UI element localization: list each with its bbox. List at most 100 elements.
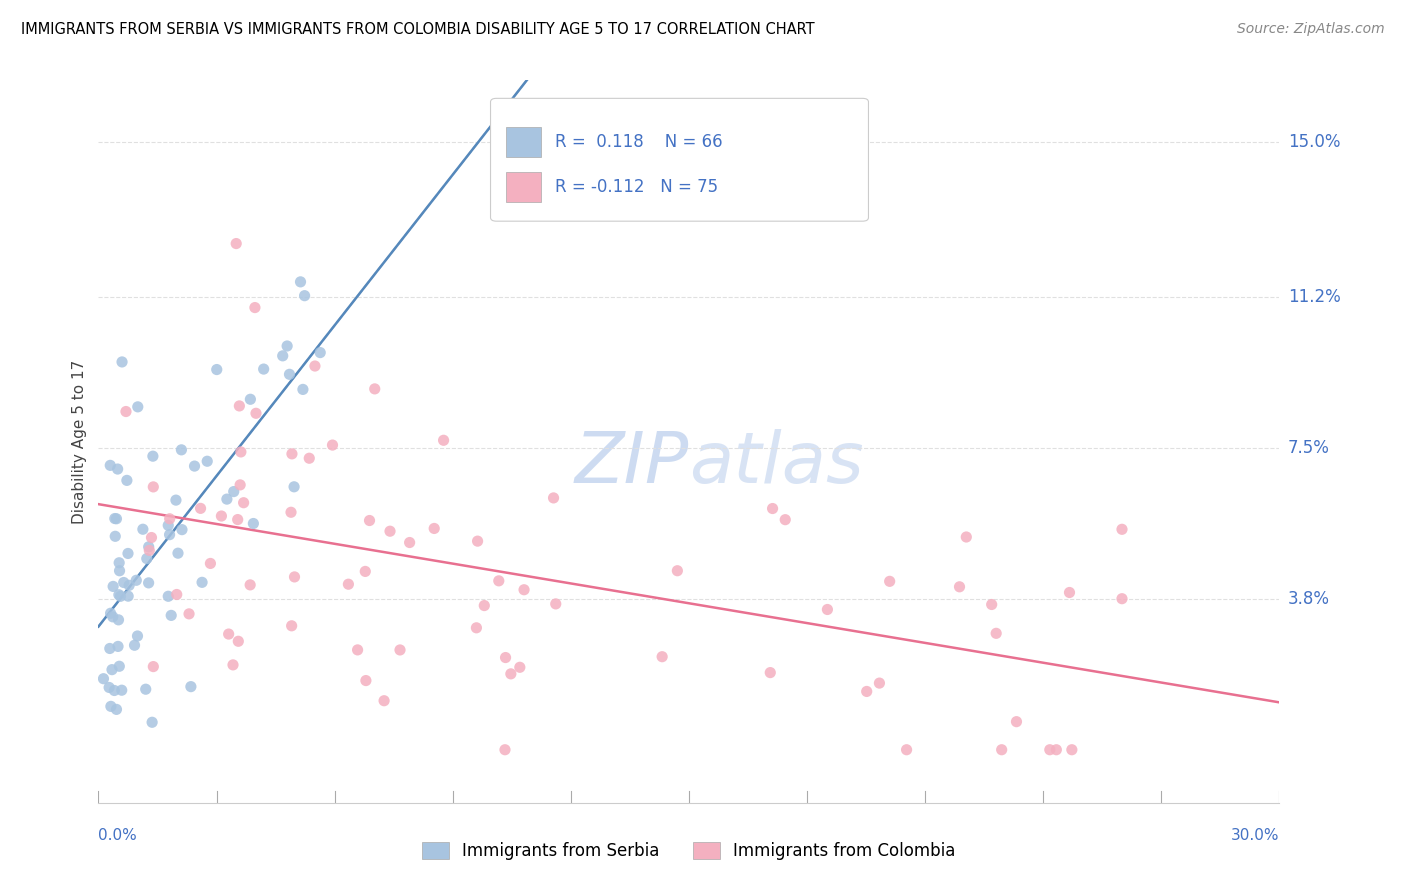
Point [229, 478, 252, 492]
Text: 15.0%: 15.0% [1288, 133, 1340, 151]
Point [280, 619, 302, 633]
Point [159, 527, 181, 541]
Point [896, 743, 918, 757]
Point [111, 683, 134, 698]
Point [205, 362, 228, 376]
Point [115, 474, 138, 488]
Point [218, 627, 240, 641]
Point [183, 459, 205, 474]
Point [544, 597, 567, 611]
Text: ZIP: ZIP [575, 429, 689, 498]
Point [280, 505, 302, 519]
Point [378, 524, 401, 539]
Point [160, 608, 183, 623]
Point [110, 590, 132, 604]
Point [117, 546, 139, 560]
Point [142, 480, 165, 494]
Point [190, 501, 212, 516]
Text: 3.8%: 3.8% [1288, 590, 1330, 607]
Point [1059, 585, 1081, 599]
Point [509, 660, 531, 674]
Point [125, 574, 148, 588]
Point [309, 345, 332, 359]
Point [132, 522, 155, 536]
Point [373, 694, 395, 708]
Point [157, 518, 180, 533]
Point [359, 514, 381, 528]
Point [290, 275, 312, 289]
Point [432, 434, 454, 448]
Point [389, 643, 412, 657]
Point [298, 451, 321, 466]
Point [167, 546, 190, 560]
Point [108, 556, 131, 570]
Point [1111, 522, 1133, 536]
Point [191, 575, 214, 590]
Point [105, 702, 128, 716]
Point [225, 236, 247, 251]
Text: 0.0%: 0.0% [98, 828, 138, 843]
Point [467, 534, 489, 549]
Point [117, 589, 139, 603]
Legend: Immigrants from Serbia, Immigrants from Colombia: Immigrants from Serbia, Immigrants from … [416, 835, 962, 867]
Point [980, 598, 1002, 612]
Point [100, 699, 122, 714]
Point [990, 743, 1012, 757]
Point [228, 399, 250, 413]
Point [773, 513, 796, 527]
Point [141, 715, 163, 730]
Point [222, 657, 245, 672]
Point [354, 565, 377, 579]
Point [948, 580, 970, 594]
Point [108, 588, 131, 602]
Point [1005, 714, 1028, 729]
Point [165, 493, 187, 508]
Point [346, 643, 368, 657]
Bar [506, 127, 541, 157]
Y-axis label: Disability Age 5 to 17: Disability Age 5 to 17 [72, 359, 87, 524]
Point [398, 535, 420, 549]
Point [103, 683, 125, 698]
Point [209, 508, 232, 523]
Point [135, 551, 157, 566]
Point [229, 445, 252, 459]
Point [200, 557, 222, 571]
Point [276, 339, 298, 353]
Point [494, 743, 516, 757]
Point [141, 531, 163, 545]
Point [138, 575, 160, 590]
Point [513, 582, 536, 597]
Point [166, 587, 188, 601]
Point [157, 589, 180, 603]
Point [195, 454, 218, 468]
Point [107, 640, 129, 654]
Point [495, 650, 517, 665]
Text: 7.5%: 7.5% [1288, 439, 1330, 457]
Point [180, 680, 202, 694]
Point [98, 458, 121, 473]
Point [651, 649, 673, 664]
Point [337, 577, 360, 591]
Point [354, 673, 377, 688]
Point [101, 579, 124, 593]
Point [159, 512, 181, 526]
Point [239, 578, 262, 592]
Point [986, 626, 1008, 640]
Point [243, 301, 266, 315]
Point [759, 665, 782, 680]
Point [955, 530, 977, 544]
Text: Source: ZipAtlas.com: Source: ZipAtlas.com [1237, 22, 1385, 37]
Point [666, 564, 689, 578]
Point [170, 523, 193, 537]
Point [278, 368, 301, 382]
Point [142, 659, 165, 673]
Point [543, 491, 565, 505]
Point [1039, 743, 1062, 757]
Point [112, 575, 135, 590]
Point [283, 570, 305, 584]
Point [281, 447, 304, 461]
Point [98, 681, 121, 695]
Point [855, 684, 877, 698]
Point [177, 607, 200, 621]
Point [291, 383, 314, 397]
